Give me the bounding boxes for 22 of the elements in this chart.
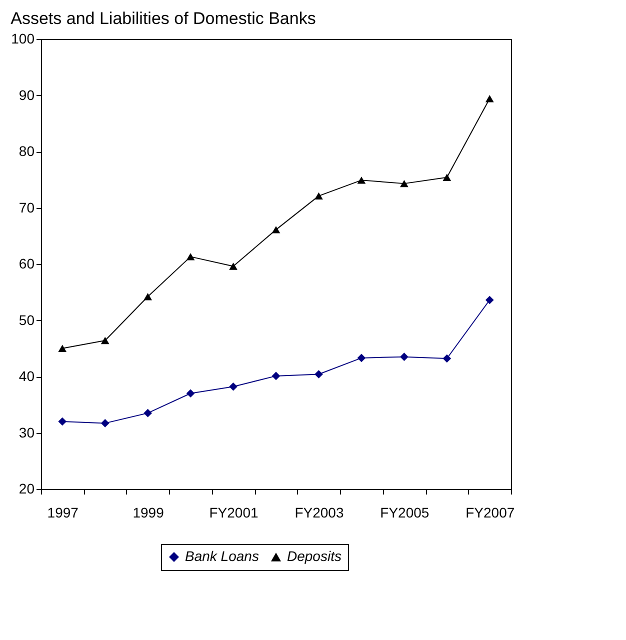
x-tick-label: 1999 [132, 504, 164, 520]
y-tick-label: 90 [18, 86, 35, 103]
y-tick-label: 80 [18, 143, 35, 159]
y-tick-label: 60 [18, 256, 35, 272]
x-tick-label: FY2003 [294, 504, 344, 520]
x-tick-label: FY2005 [380, 504, 430, 520]
point [229, 262, 238, 270]
legend-label: Deposits [287, 548, 342, 564]
y-tick-label: 50 [18, 312, 35, 328]
legend-label: Bank Loans [185, 548, 259, 564]
point [58, 417, 67, 426]
point [485, 296, 494, 304]
y-tick-label: 40 [18, 368, 35, 384]
x-tick-label: 1997 [47, 504, 79, 520]
y-tick-label: 100 [11, 30, 35, 46]
y-tick-label: 30 [18, 424, 35, 440]
y-tick-label: 70 [18, 199, 35, 216]
x-tick-label: FY2001 [209, 504, 258, 520]
y-tick-label: 20 [18, 480, 35, 496]
point [58, 344, 67, 352]
chart-title: Assets and Liabilities of Domestic Banks [10, 9, 316, 28]
x-tick-label: FY2007 [466, 504, 515, 520]
